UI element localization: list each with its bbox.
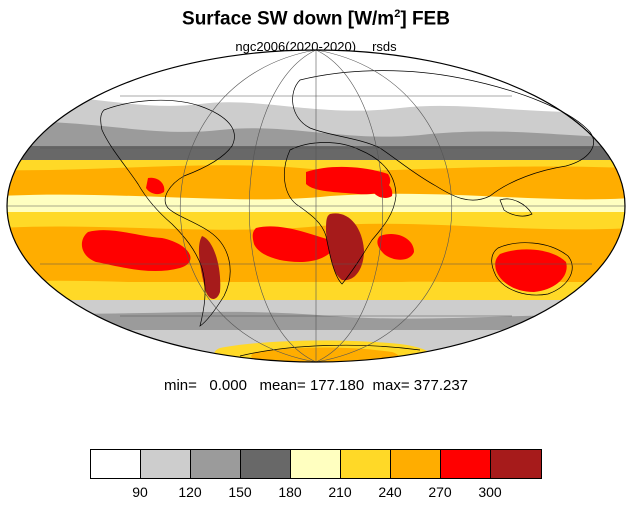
meridian-east-60: [315, 49, 384, 363]
africa-coastline: [283, 142, 397, 285]
antarctica-coastline: [239, 344, 421, 357]
andes-dark-red-patch: [198, 236, 221, 299]
max-label: max=: [372, 377, 410, 394]
colorbar-label: 210: [328, 484, 352, 500]
coastlines: [100, 70, 594, 357]
title-main: Surface SW down [W/m: [182, 8, 395, 30]
colorbar-box: [91, 450, 141, 478]
colorbar-box: [391, 450, 441, 478]
colorbar-label: 120: [178, 484, 202, 500]
chart-title: Surface SW down [W/m2] FEB: [0, 8, 632, 30]
eurasia-coastline: [292, 70, 594, 201]
colorbar-label: 150: [228, 484, 252, 500]
australia-red-patch: [495, 249, 567, 292]
australia-coastline: [491, 242, 573, 296]
americas-coastline: [100, 99, 235, 327]
colorbar-box: [241, 450, 291, 478]
colorbar-label: 180: [278, 484, 302, 500]
antarctic-orange-patch: [251, 347, 399, 362]
title-superscript: 2: [394, 8, 401, 20]
min-label: min=: [163, 377, 197, 394]
south-atlantic-red-patch: [252, 226, 334, 262]
min-value: 0.000: [209, 377, 247, 394]
colorbar: [90, 449, 542, 479]
max-value: 377.237: [413, 377, 469, 394]
colorbar-box: [191, 450, 241, 478]
colorbar-label: 300: [478, 484, 502, 500]
mollweide-map: [6, 49, 626, 363]
colorbar-label: 90: [132, 484, 148, 500]
colorbar-label: 240: [378, 484, 402, 500]
indian-ocean-red-patch: [377, 233, 414, 260]
colorbar-box: [341, 450, 391, 478]
meridian-west-60: [248, 49, 317, 363]
mean-value: 177.180: [309, 377, 365, 394]
central-america-red-patch: [146, 177, 165, 195]
colorbar-box: [441, 450, 491, 478]
south-pacific-red-patch: [81, 230, 191, 272]
statistics-line: min= 0.000 mean= 177.180 max= 377.237: [0, 377, 632, 394]
colorbar-box: [291, 450, 341, 478]
colorbar-box: [491, 450, 541, 478]
southern-africa-dark-red-patch: [326, 213, 364, 281]
mean-label: mean=: [259, 377, 306, 394]
subtitle-variable: rsds: [372, 39, 397, 54]
map-outline: [6, 49, 626, 363]
title-tail: ] FEB: [400, 8, 450, 30]
colorbar-label: 270: [428, 484, 452, 500]
colorbar-box: [141, 450, 191, 478]
maritime-continent-coastline: [499, 198, 533, 217]
north-africa-red-patch: [306, 166, 391, 195]
